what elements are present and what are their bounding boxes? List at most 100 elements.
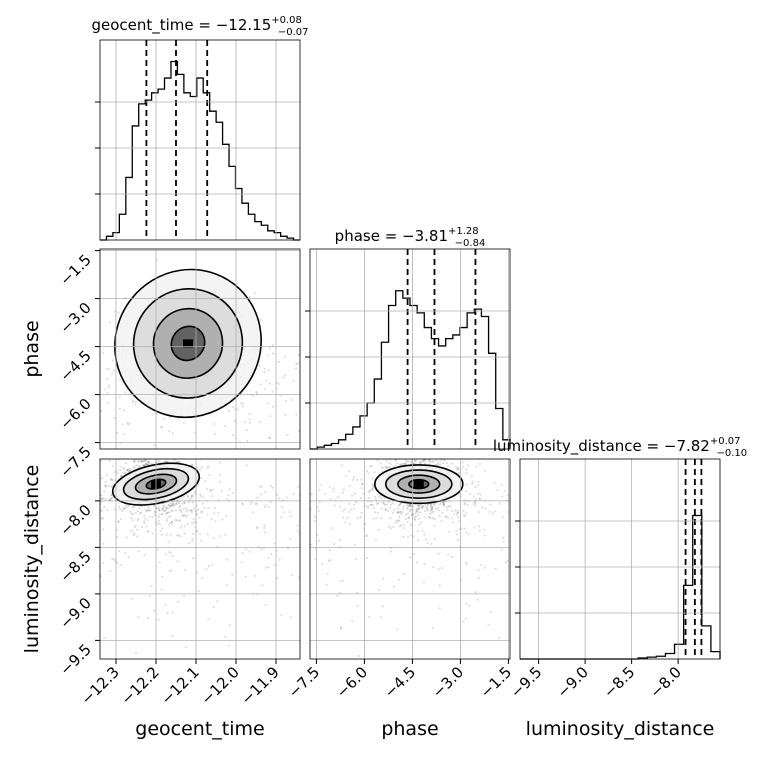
sample-point [378, 588, 381, 592]
sample-point [265, 379, 268, 382]
sample-point [136, 535, 139, 538]
sample-point [481, 506, 484, 509]
histogram-phase [310, 249, 511, 450]
sample-point [388, 465, 391, 468]
sample-point [212, 606, 215, 609]
sample-point [269, 485, 273, 488]
sample-point [375, 516, 378, 519]
sample-point [501, 495, 504, 498]
sample-point [212, 536, 215, 540]
sample-point [129, 510, 132, 513]
sample-point [144, 451, 146, 453]
sample-point [158, 513, 161, 516]
sample-point [399, 502, 402, 505]
sample-point [404, 513, 407, 516]
sample-point [104, 485, 108, 488]
sample-point [167, 551, 170, 554]
sample-point [417, 514, 420, 517]
sample-point [382, 502, 385, 505]
sample-point [185, 447, 187, 449]
sample-point [177, 418, 180, 421]
sample-point [174, 509, 177, 512]
sample-point [245, 548, 248, 551]
sample-point [112, 359, 115, 362]
xtick-label-phase-1: −6.0 [333, 663, 371, 701]
sample-point [83, 436, 85, 438]
sample-point [150, 452, 152, 454]
sample-point [171, 611, 174, 614]
sample-point [386, 509, 390, 512]
sample-point [110, 497, 113, 500]
sample-point [410, 504, 413, 507]
sample-point [390, 457, 392, 459]
sample-point [160, 533, 163, 536]
sample-point [352, 478, 355, 481]
ytick-label-phase-0: −7.5 [56, 443, 94, 481]
sample-point [417, 449, 419, 451]
sample-point [295, 413, 298, 416]
sample-point [191, 501, 194, 504]
sample-point [397, 519, 400, 522]
sample-point [159, 454, 161, 456]
sample-point [189, 509, 192, 512]
sample-point [161, 453, 163, 455]
sample-point [259, 318, 262, 321]
sample-point [390, 550, 393, 553]
sample-point [180, 496, 183, 499]
sample-point [389, 438, 391, 440]
sample-point [160, 425, 163, 428]
sample-point [134, 464, 137, 467]
sample-point [433, 524, 436, 528]
sample-point [438, 514, 441, 518]
sample-point [167, 504, 170, 507]
sample-point [102, 351, 105, 354]
sample-point [478, 498, 482, 501]
sample-point [431, 460, 434, 463]
sample-point [183, 501, 186, 504]
sample-point [431, 505, 434, 508]
title-upper-geocent_time: +0.08 [271, 15, 302, 26]
sample-point [467, 533, 470, 536]
sample-point [475, 465, 478, 468]
sample-point [171, 634, 174, 638]
sample-point [246, 440, 249, 443]
sample-point [169, 533, 172, 536]
xtick-label-luminosity_distance-2: −8.5 [600, 663, 638, 701]
sample-point [468, 604, 471, 607]
title-lower-phase: −0.84 [455, 238, 486, 249]
sample-point [144, 455, 146, 457]
sample-point [116, 431, 119, 434]
sample-point [417, 507, 420, 510]
sample-point [118, 395, 121, 398]
sample-point [365, 666, 367, 668]
sample-point [158, 508, 161, 511]
sample-point [148, 595, 152, 598]
sample-point [404, 459, 407, 462]
sample-point [390, 450, 392, 452]
sample-point [446, 509, 449, 512]
sample-point [166, 611, 169, 615]
sample-point [310, 543, 313, 546]
sample-point [428, 442, 430, 444]
sample-point [188, 542, 191, 545]
sample-point [286, 434, 289, 437]
sample-point [380, 507, 383, 510]
sample-point [199, 493, 202, 496]
sample-point [456, 513, 459, 517]
sample-point [463, 498, 466, 501]
sample-point [428, 449, 430, 451]
sample-point [165, 518, 168, 521]
ylabel-luminosity-distance: luminosity_distance [21, 465, 43, 654]
sample-point [191, 537, 194, 541]
sample-point [394, 451, 396, 453]
sample-point [109, 497, 112, 500]
sample-point [124, 456, 126, 458]
sample-point [153, 510, 156, 513]
frame-0-0 [99, 39, 301, 241]
sample-point [457, 516, 460, 519]
xtick-label-phase-0: −7.5 [285, 663, 323, 701]
sample-point [430, 511, 433, 514]
sample-point [292, 379, 295, 382]
sample-point [109, 569, 112, 573]
sample-point [118, 407, 121, 410]
